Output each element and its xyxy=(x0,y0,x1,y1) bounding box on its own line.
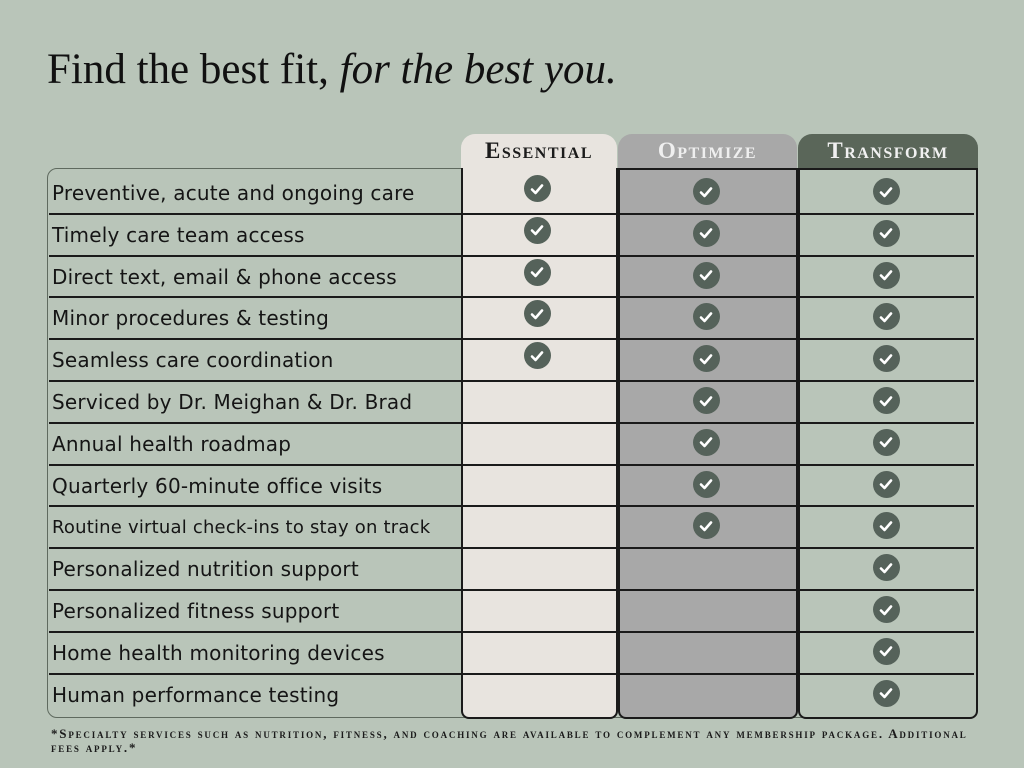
row-divider xyxy=(49,505,974,508)
check-circle-icon xyxy=(872,470,900,498)
feature-label: Preventive, acute and ongoing care xyxy=(52,181,415,205)
feature-label: Minor procedures & testing xyxy=(52,306,330,331)
check-circle-icon xyxy=(523,175,551,202)
table-row: Seamless care coordination xyxy=(47,339,977,381)
row-divider xyxy=(49,380,974,382)
check-circle-icon xyxy=(872,512,900,540)
row-divider xyxy=(49,547,974,550)
check-circle-icon xyxy=(872,178,900,205)
feature-label: Annual health roadmap xyxy=(52,431,292,456)
table-row: Personalized fitness support xyxy=(47,590,977,632)
check-circle-icon xyxy=(523,258,551,286)
feature-label: Quarterly 60-minute office visits xyxy=(52,473,383,498)
check-circle-icon xyxy=(872,261,900,289)
tab-essential: Essential xyxy=(461,134,617,168)
table-row: Preventive, acute and ongoing care xyxy=(47,172,977,214)
row-divider xyxy=(49,338,974,341)
table-row: Direct text, email & phone access xyxy=(47,256,977,298)
page-title: Find the best fit, for the best you. xyxy=(47,48,617,91)
row-divider xyxy=(49,630,974,633)
row-divider xyxy=(49,463,974,466)
check-circle-icon xyxy=(692,345,720,373)
table-row: Minor procedures & testing xyxy=(47,297,977,339)
check-circle-icon xyxy=(872,554,900,582)
table-row: Serviced by Dr. Meighan & Dr. Brad xyxy=(47,381,977,423)
table-row: Home health monitoring devices xyxy=(47,632,977,674)
check-circle-icon xyxy=(872,596,900,623)
check-circle-icon xyxy=(872,387,900,414)
row-divider xyxy=(49,296,974,299)
check-circle-icon xyxy=(523,216,551,244)
table-row: Personalized nutrition support xyxy=(47,548,977,590)
check-circle-icon xyxy=(523,342,551,370)
table-row: Annual health roadmap xyxy=(47,423,977,465)
row-divider xyxy=(49,212,974,215)
table-row: Routine virtual check-ins to stay on tra… xyxy=(47,506,977,548)
check-circle-icon xyxy=(692,470,720,498)
feature-label: Direct text, email & phone access xyxy=(52,264,397,289)
row-divider xyxy=(49,672,974,675)
check-circle-icon xyxy=(872,679,900,707)
table-row: Human performance testing xyxy=(47,674,977,716)
check-circle-icon xyxy=(872,428,900,456)
feature-label: Seamless care coordination xyxy=(52,348,334,373)
title-plain: Find the best fit, xyxy=(47,46,329,93)
row-divider xyxy=(49,421,974,424)
check-circle-icon xyxy=(692,303,720,331)
check-circle-icon xyxy=(872,637,900,665)
feature-label: Timely care team access xyxy=(52,222,305,247)
check-circle-icon xyxy=(872,303,900,331)
feature-label: Human performance testing xyxy=(52,682,340,707)
check-circle-icon xyxy=(692,261,720,289)
check-circle-icon xyxy=(692,219,720,247)
check-circle-icon xyxy=(692,428,720,456)
row-divider xyxy=(49,254,974,257)
check-circle-icon xyxy=(692,387,720,414)
check-circle-icon xyxy=(692,512,720,540)
check-circle-icon xyxy=(872,345,900,373)
tab-transform: Transform xyxy=(798,134,978,168)
title-italic: for the best you. xyxy=(339,46,617,93)
table-row: Quarterly 60-minute office visits xyxy=(47,465,977,507)
check-circle-icon xyxy=(872,219,900,247)
row-divider xyxy=(49,589,974,591)
feature-label: Routine virtual check-ins to stay on tra… xyxy=(52,516,431,538)
feature-label: Serviced by Dr. Meighan & Dr. Brad xyxy=(52,390,413,414)
tab-optimize: Optimize xyxy=(618,134,797,168)
feature-label: Home health monitoring devices xyxy=(52,640,385,665)
check-circle-icon xyxy=(523,300,551,328)
feature-label: Personalized fitness support xyxy=(52,599,340,623)
footnote: *Specialty services such as nutrition, f… xyxy=(51,726,968,755)
feature-label: Personalized nutrition support xyxy=(52,557,359,582)
check-circle-icon xyxy=(692,178,720,205)
table-row: Timely care team access xyxy=(47,214,977,256)
